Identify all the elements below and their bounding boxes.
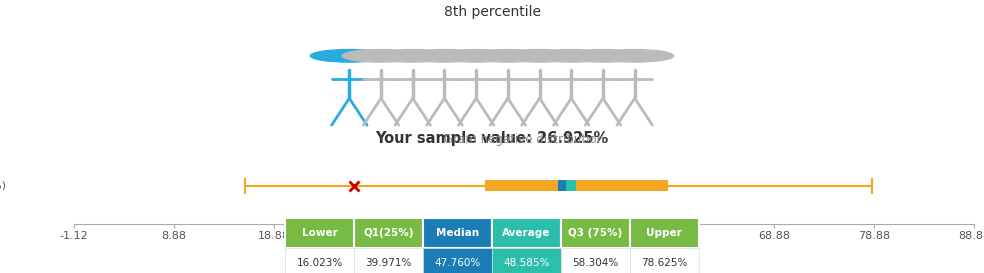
FancyBboxPatch shape bbox=[566, 180, 576, 191]
Circle shape bbox=[405, 49, 483, 62]
Circle shape bbox=[437, 49, 515, 62]
Circle shape bbox=[469, 49, 547, 62]
Circle shape bbox=[532, 49, 610, 62]
Text: Your sample value: 26.925%: Your sample value: 26.925% bbox=[375, 131, 609, 146]
Circle shape bbox=[564, 49, 642, 62]
Circle shape bbox=[310, 49, 389, 62]
Circle shape bbox=[501, 49, 579, 62]
Circle shape bbox=[342, 49, 420, 62]
FancyBboxPatch shape bbox=[558, 180, 568, 191]
Title: Gram negative distribution: Gram negative distribution bbox=[444, 133, 604, 146]
FancyBboxPatch shape bbox=[485, 180, 668, 191]
Text: Percent (%): Percent (%) bbox=[0, 181, 6, 191]
Text: 8th percentile: 8th percentile bbox=[444, 5, 540, 19]
Circle shape bbox=[374, 49, 452, 62]
Circle shape bbox=[595, 49, 674, 62]
